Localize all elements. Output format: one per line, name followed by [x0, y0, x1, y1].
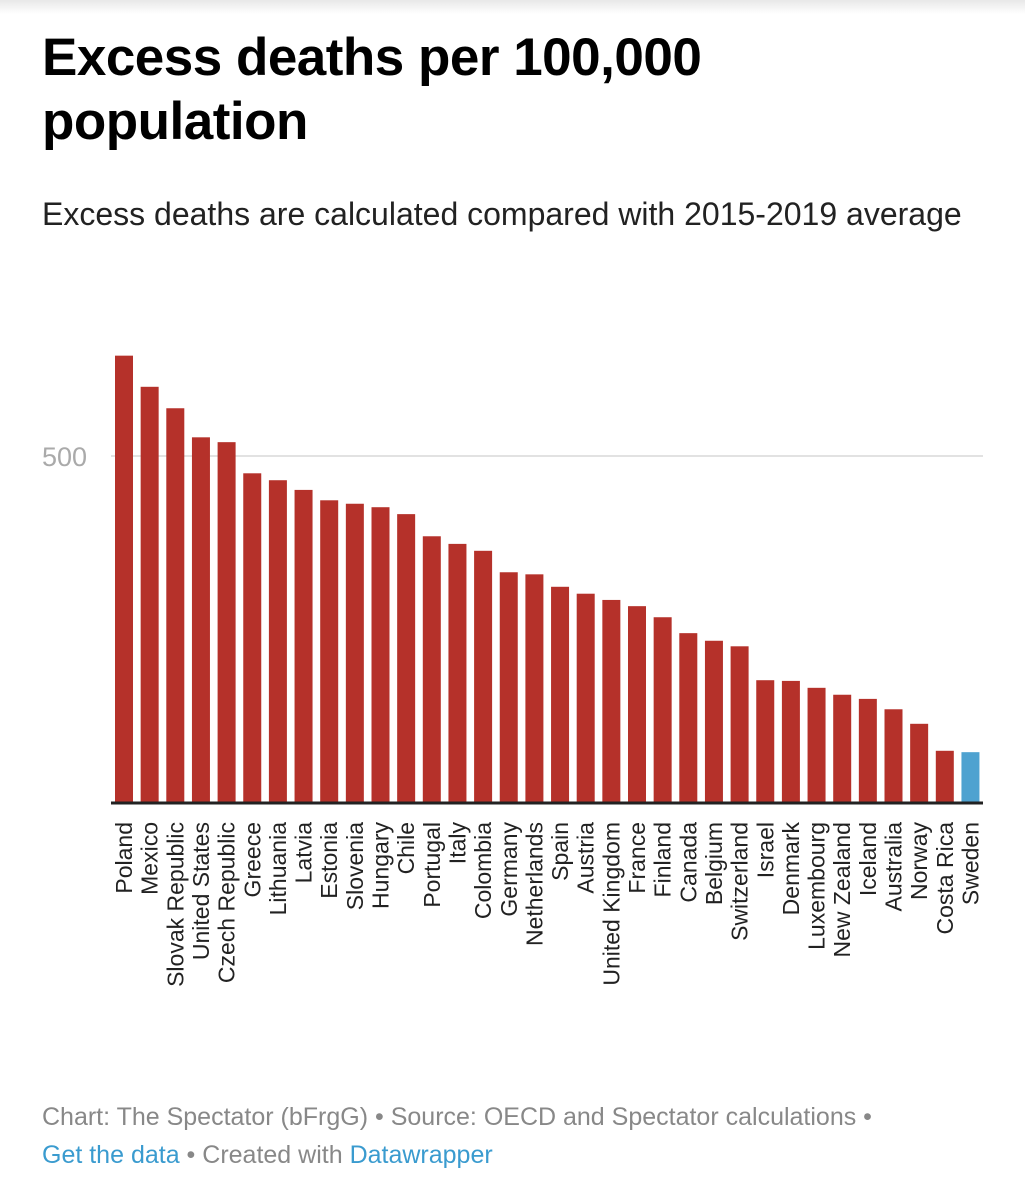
x-tick-label: Hungary	[368, 822, 394, 909]
x-tick-label: Slovenia	[342, 822, 368, 910]
bar-belgium	[704, 640, 723, 802]
bar-portugal	[422, 536, 441, 802]
bar-norway	[910, 723, 929, 802]
bar-czech-republic	[217, 442, 236, 802]
bar-iceland	[858, 698, 877, 802]
bar-germany	[499, 572, 518, 802]
bar-lithuania	[268, 480, 287, 802]
chart-subtitle: Excess deaths are calculated compared wi…	[42, 196, 962, 232]
source-text: Source: OECD and Spectator calculations	[390, 1103, 857, 1131]
x-tick-label: Costa Rica	[932, 822, 958, 935]
x-tick-label: Latvia	[291, 822, 317, 884]
x-tick-label: New Zealand	[829, 822, 855, 958]
bar-greece	[243, 473, 262, 802]
chart-footer: Chart: The Spectator (bFrgG) • Source: O…	[42, 1098, 1002, 1174]
x-tick-label: Poland	[111, 822, 137, 894]
bar-hungary	[371, 507, 390, 802]
bar-new-zealand	[833, 694, 852, 802]
x-tick-label: France	[624, 822, 650, 894]
x-tick-label: Germany	[496, 822, 522, 917]
x-tick-label: Italy	[444, 822, 470, 865]
bar-finland	[653, 617, 672, 802]
top-shadow	[0, 0, 1025, 14]
separator: •	[368, 1103, 391, 1131]
bar-united-states	[191, 437, 210, 802]
bar-luxembourg	[807, 687, 826, 802]
x-tick-label: Canada	[675, 822, 701, 903]
bar-slovak-republic	[166, 408, 185, 802]
bar-costa-rica	[935, 750, 954, 802]
x-tick-label: Belgium	[701, 822, 727, 905]
x-tick-label: Lithuania	[265, 822, 291, 916]
x-tick-label: Austria	[573, 822, 599, 894]
x-tick-label: Israel	[752, 822, 778, 878]
bar-latvia	[294, 489, 313, 802]
bar-australia	[884, 709, 903, 802]
bar-austria	[576, 593, 595, 802]
chart-title: Excess deaths per 100,000 population	[42, 28, 702, 151]
get-the-data-link[interactable]: Get the data	[42, 1141, 180, 1169]
x-tick-label: United States	[188, 822, 214, 960]
x-tick-label: Slovak Republic	[162, 822, 188, 987]
x-tick-label: Finland	[650, 822, 676, 897]
x-tick-label: United Kingdom	[598, 822, 624, 986]
x-tick-label: Portugal	[419, 822, 445, 908]
bar-poland	[115, 355, 133, 802]
y-tick-label: 500	[42, 442, 87, 472]
bar-chile	[397, 514, 416, 802]
bar-spain	[551, 586, 570, 802]
bar-italy	[448, 543, 467, 802]
x-tick-label: Spain	[547, 822, 573, 881]
x-tick-label: Colombia	[470, 822, 496, 919]
x-tick-label: Luxembourg	[804, 822, 830, 950]
x-tick-label: Chile	[393, 822, 419, 874]
x-tick-label: Netherlands	[521, 822, 547, 946]
bar-chart: 500 Poland Mexico Slovak Republic United Sta…	[42, 355, 983, 987]
bar-slovenia	[345, 503, 364, 802]
x-tick-label: Iceland	[855, 822, 881, 896]
separator: •	[856, 1103, 872, 1131]
bar-switzerland	[730, 646, 749, 802]
bar-france	[628, 606, 646, 802]
bar-colombia	[474, 550, 493, 802]
x-tick-label: Mexico	[137, 822, 163, 895]
bar-canada	[679, 633, 698, 802]
x-tick-label: Estonia	[316, 822, 342, 899]
bar-sweden	[961, 752, 980, 802]
chart-credit: Chart: The Spectator (bFrgG)	[42, 1103, 369, 1131]
bar-mexico	[140, 386, 159, 802]
x-tick-label: Czech Republic	[214, 822, 240, 983]
datawrapper-link[interactable]: Datawrapper	[349, 1141, 493, 1169]
bar-denmark	[781, 680, 800, 802]
x-tick-label: Sweden	[957, 822, 983, 905]
separator: •	[179, 1141, 203, 1169]
x-tick-label: Denmark	[778, 822, 804, 916]
x-tick-label: Norway	[906, 822, 932, 900]
bar-united-kingdom	[602, 599, 621, 802]
x-tick-label: Australia	[881, 822, 907, 912]
x-tick-label: Greece	[239, 822, 265, 897]
bar-israel	[756, 680, 775, 802]
x-tick-label: Switzerland	[727, 822, 753, 941]
created-with-text: Created with	[202, 1141, 350, 1169]
bar-estonia	[320, 500, 339, 802]
bar-netherlands	[525, 574, 544, 802]
